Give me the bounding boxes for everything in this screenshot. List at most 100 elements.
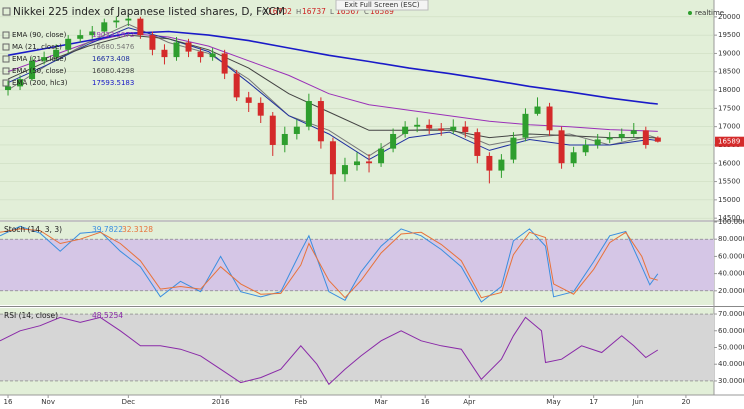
exit-label[interactable]: Exit Full Screen (ESC): [344, 1, 419, 9]
y-tick-label: 19000: [718, 49, 740, 57]
candle-body: [390, 133, 397, 149]
candle-body: [450, 126, 457, 131]
ohlc-value: 16589: [370, 7, 394, 16]
x-tick-label: 17: [589, 398, 598, 406]
candle-body: [486, 155, 493, 171]
candle-body: [510, 137, 517, 160]
realtime-dot: [688, 11, 692, 15]
band: [0, 239, 714, 291]
x-tick-label: 20: [681, 398, 690, 406]
ohlc-value: 16567: [336, 7, 360, 16]
y-tick-label: 15500: [718, 178, 740, 186]
collapse-box[interactable]: [2, 7, 11, 16]
candle-body: [101, 22, 108, 32]
ohlc-letter: L: [330, 8, 334, 16]
main-panel: [0, 0, 714, 220]
legend-box: [2, 43, 10, 51]
candle-body: [185, 42, 192, 52]
y-tick-label: 80.0000: [718, 235, 744, 243]
y-tick-label: 15000: [718, 196, 740, 204]
ohlc-letter: H: [296, 8, 301, 16]
candle-body: [77, 35, 84, 39]
ohlc-value: 16702: [268, 7, 292, 16]
y-tick-label: 17500: [718, 104, 740, 112]
candle-body: [354, 161, 360, 166]
x-tick-label: May: [546, 398, 560, 406]
x-tick-label: 2016: [212, 398, 230, 406]
candle-body: [438, 128, 445, 131]
realtime-label: realtime: [695, 9, 724, 17]
candle-body: [305, 101, 312, 127]
candle-body: [197, 51, 204, 58]
y-tick-label: 30.0000: [718, 377, 744, 385]
candle-body: [65, 38, 72, 50]
candle-body: [137, 18, 144, 36]
candle-body: [317, 101, 324, 142]
candle-body: [269, 115, 276, 145]
y-tick-label: 20000: [718, 13, 740, 21]
x-tick-label: Jun: [631, 398, 643, 406]
legend-label: EMA (90, close): [12, 31, 67, 39]
candle-body: [245, 97, 252, 103]
exit-button[interactable]: [335, 0, 429, 11]
panel-value: 48.5254: [92, 311, 123, 320]
legend-label: MA (21, close): [12, 43, 62, 51]
y-tick-label: 18000: [718, 86, 740, 94]
legend-box: [2, 31, 10, 39]
candle-body: [570, 152, 577, 164]
legend-box: [2, 79, 10, 87]
ohlc-letter: O: [262, 8, 268, 16]
candle-body: [426, 124, 433, 129]
y-tick-label: 60.0000: [718, 327, 744, 335]
legend-box: [2, 55, 10, 63]
candle-body: [233, 73, 240, 98]
candle-body: [41, 57, 48, 61]
series-line: [7, 34, 658, 139]
legend-label: EMA (200, hlc3): [12, 79, 68, 87]
candle-body: [642, 130, 649, 145]
y-tick-label: 100.0000: [718, 218, 744, 226]
panel-value: 39.7822: [92, 225, 123, 234]
x-tick-label: Apr: [463, 398, 475, 406]
y-tick-label: 70.0000: [718, 310, 744, 318]
candle-body: [498, 159, 505, 171]
y-tick-label: 40.0000: [718, 270, 744, 278]
candle-body: [341, 165, 348, 175]
candle-body: [462, 126, 469, 133]
candle-body: [402, 126, 409, 134]
y-tick-label: 18500: [718, 68, 740, 76]
y-tick-label: 60.0000: [718, 252, 744, 260]
legend-value: 17593.5183: [92, 79, 134, 87]
candle-body: [654, 137, 661, 142]
legend-value: 16080.4298: [92, 67, 134, 75]
panel-title: RSI (14, close): [4, 311, 58, 320]
candle-body: [209, 53, 216, 58]
candle-body: [366, 161, 373, 164]
candle-body: [173, 42, 180, 58]
candle-body: [546, 106, 553, 131]
y-tick-label: 16000: [718, 159, 740, 167]
ohlc-value: 16737: [302, 7, 326, 16]
x-tick-label: 16: [421, 398, 430, 406]
series-line: [0, 316, 659, 386]
candle-body: [582, 144, 589, 153]
candle-body: [17, 79, 24, 87]
candle-body: [329, 141, 336, 175]
x-tick-label: Feb: [295, 398, 308, 406]
candle-body: [113, 20, 120, 23]
candle-body: [522, 113, 529, 138]
panel-value: 32.3128: [122, 225, 153, 234]
legend-box: [2, 67, 10, 75]
candle-body: [53, 49, 60, 58]
series-line: [7, 27, 658, 161]
candle-body: [5, 86, 12, 91]
candle-body: [558, 130, 565, 164]
x-tick-label: Nov: [41, 398, 55, 406]
y-tick-label: 14500: [718, 214, 740, 222]
candle-body: [534, 106, 541, 114]
chart-title: Nikkei 225 index of Japanese listed shar…: [13, 6, 285, 18]
candle-body: [474, 132, 481, 156]
candle-body: [89, 31, 96, 36]
candle-body: [29, 60, 36, 80]
